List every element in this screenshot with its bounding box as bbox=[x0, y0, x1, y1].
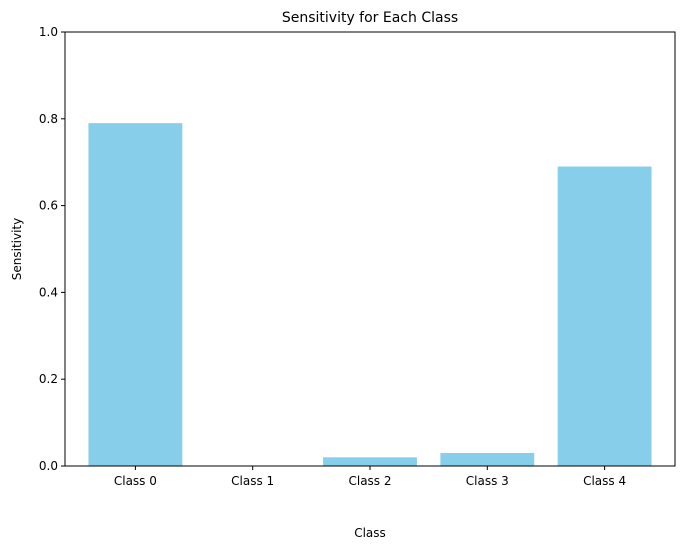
x-axis-ticks: Class 0 Class 1 Class 2 Class 3 Class 4 bbox=[114, 466, 626, 488]
y-axis-label: Sensitivity bbox=[10, 218, 24, 280]
x-tick-label: Class 0 bbox=[114, 474, 157, 488]
y-tick-label: 0.8 bbox=[39, 112, 58, 126]
bar-class-4 bbox=[557, 166, 652, 467]
y-tick-label: 0.4 bbox=[39, 285, 58, 299]
y-tick-label: 0.2 bbox=[39, 372, 58, 386]
y-axis-ticks: 0.0 0.2 0.4 0.6 0.8 1.0 bbox=[39, 25, 65, 473]
bars-group bbox=[88, 123, 652, 467]
chart-title: Sensitivity for Each Class bbox=[282, 10, 458, 26]
bar-class-0 bbox=[88, 123, 183, 466]
x-tick-label: Class 3 bbox=[466, 474, 509, 488]
bar-class-2 bbox=[323, 457, 417, 466]
y-tick-label: 0.6 bbox=[39, 199, 58, 213]
y-tick-label: 0.0 bbox=[39, 459, 58, 473]
bar-class-3 bbox=[440, 452, 535, 466]
x-tick-label: Class 2 bbox=[348, 474, 391, 488]
y-tick-label: 1.0 bbox=[39, 25, 58, 39]
x-tick-label: Class 1 bbox=[231, 474, 274, 488]
x-tick-label: Class 4 bbox=[583, 474, 626, 488]
x-axis-label: Class bbox=[354, 526, 386, 540]
